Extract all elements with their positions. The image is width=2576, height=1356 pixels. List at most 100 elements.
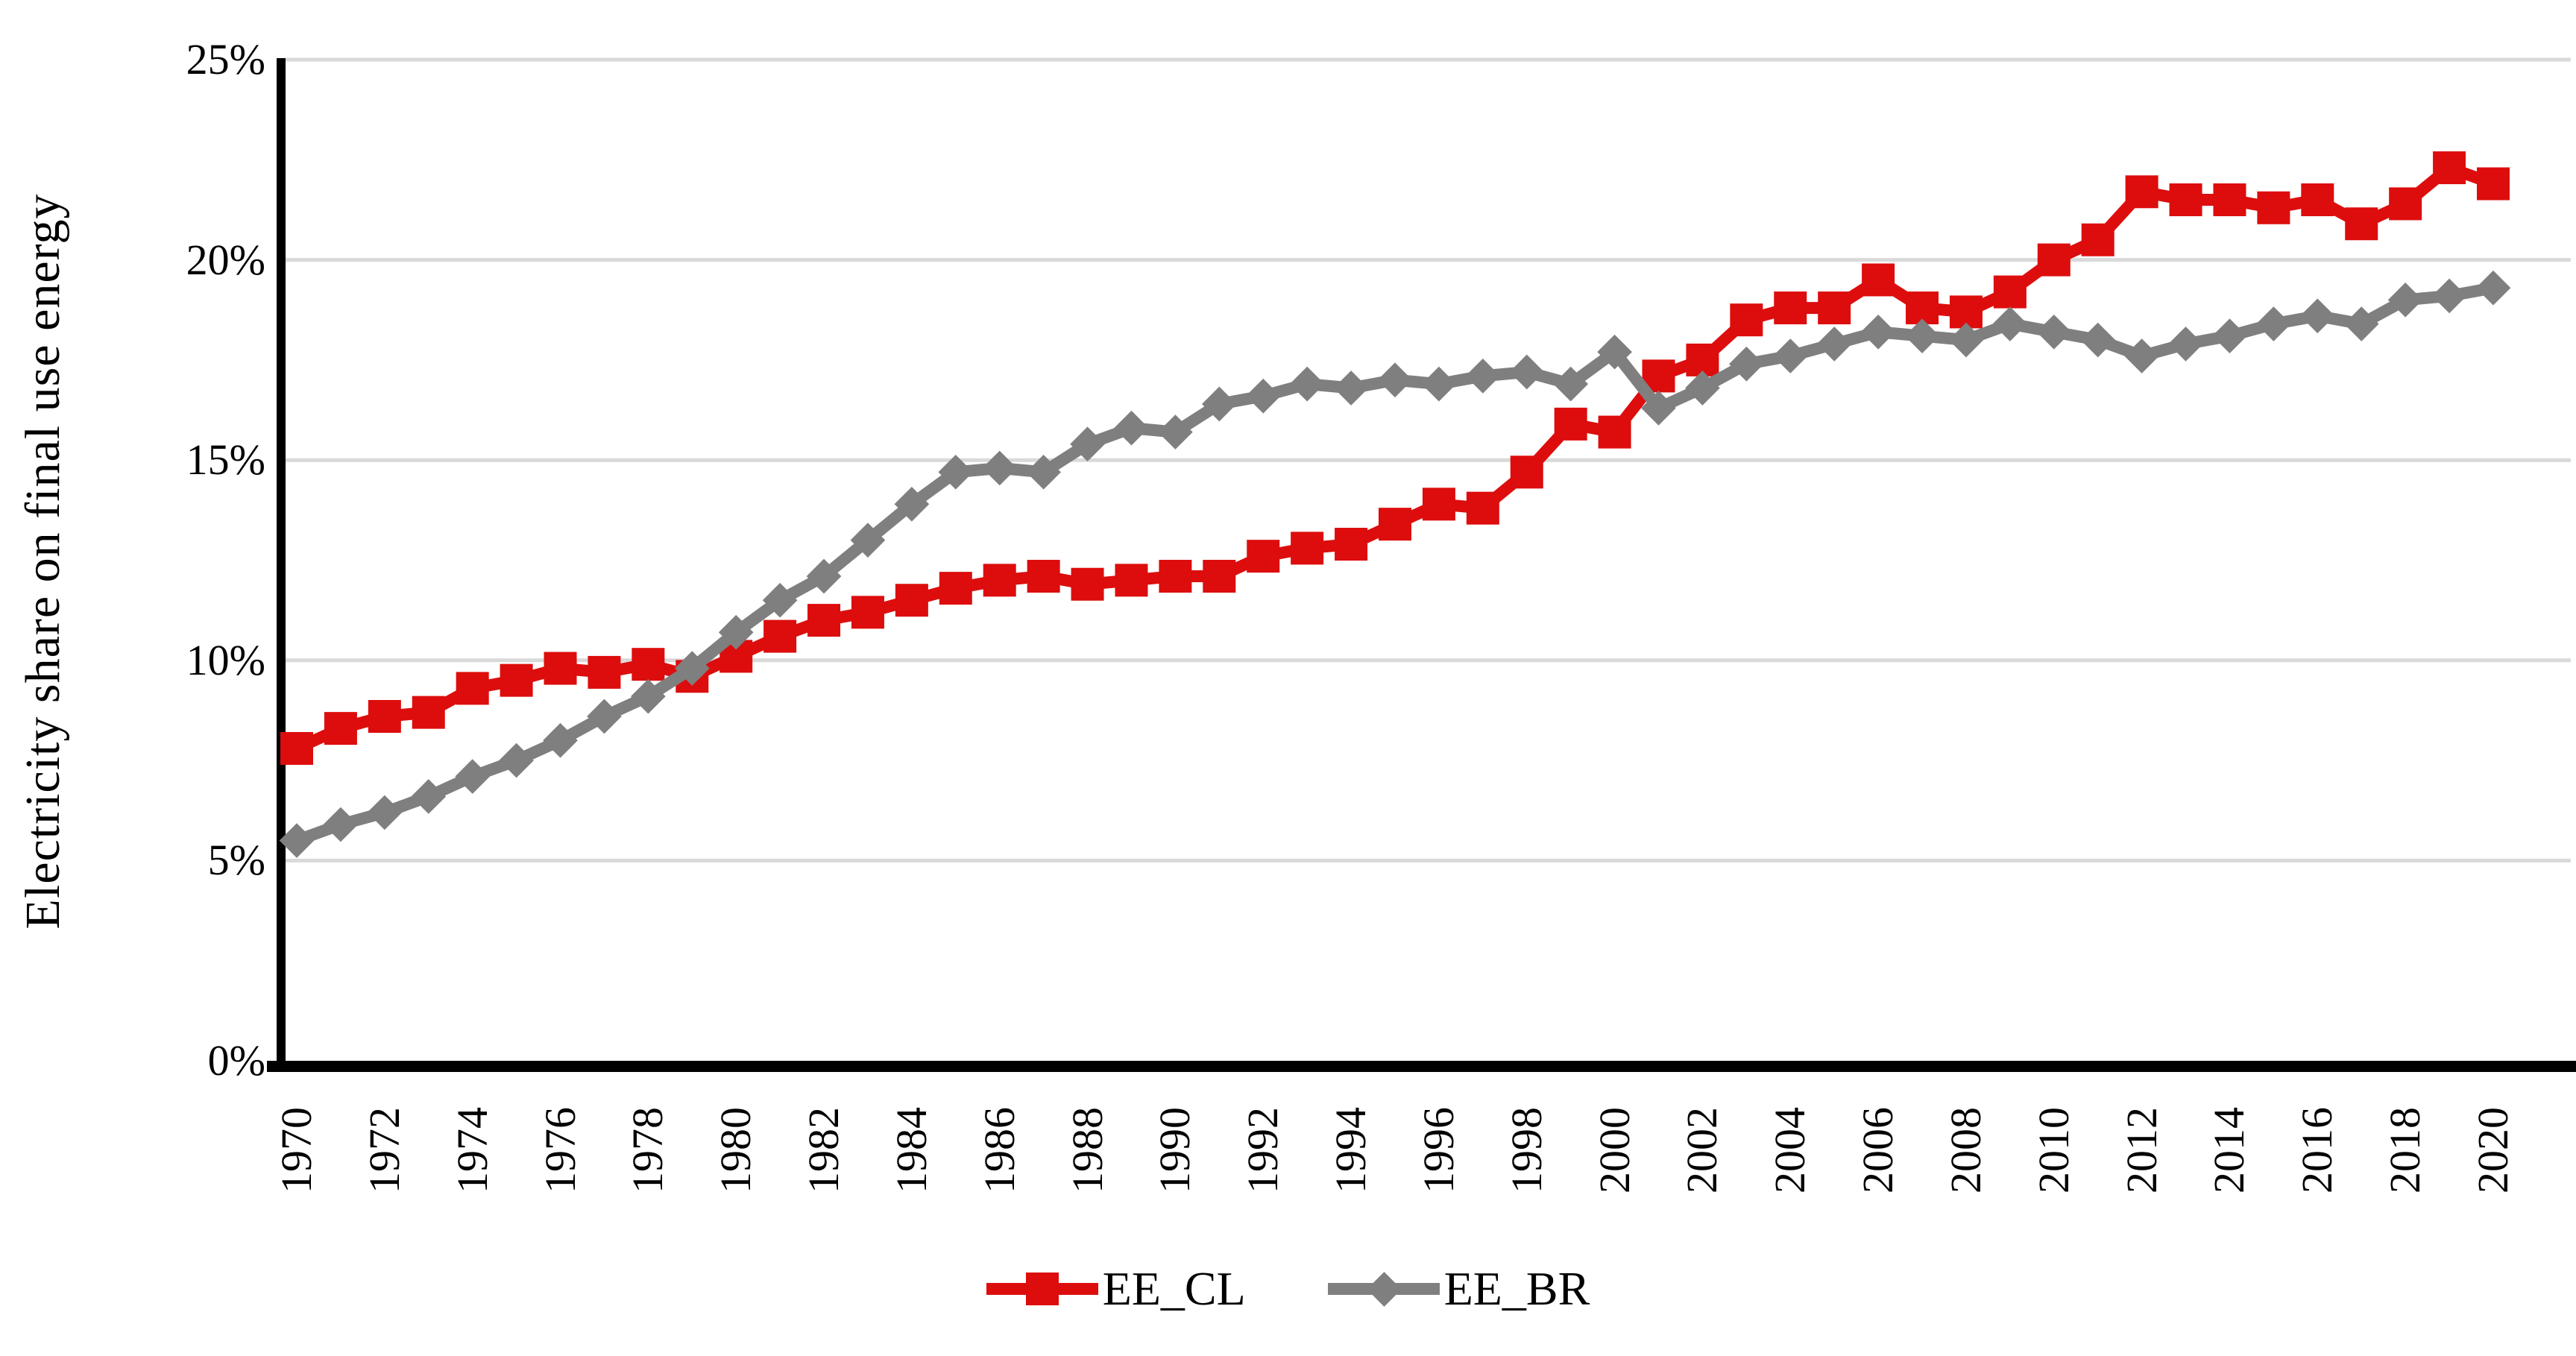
- x-tick-label: 2002: [1678, 1107, 1727, 1193]
- diamond-marker: [1509, 354, 1545, 390]
- diamond-marker: [2212, 318, 2247, 354]
- square-marker: [895, 584, 928, 617]
- diamond-marker: [850, 523, 886, 558]
- diamond-marker: [2124, 338, 2159, 373]
- square-marker: [632, 648, 665, 681]
- diamond-marker: [587, 699, 622, 734]
- y-tick-label: 20%: [186, 235, 265, 284]
- y-tick-label: 25%: [186, 35, 265, 83]
- square-marker: [1598, 415, 1631, 449]
- square-marker: [1291, 532, 1324, 565]
- diamond-marker: [806, 558, 842, 594]
- square-marker: [2125, 175, 2158, 209]
- x-tick-label: 1996: [1414, 1107, 1463, 1193]
- square-marker: [456, 672, 489, 705]
- diamond-marker: [1860, 314, 1896, 350]
- x-tick-label: 1984: [887, 1107, 936, 1193]
- diamond-marker: [1070, 426, 1105, 462]
- diamond-marker: [2343, 306, 2379, 341]
- diamond-marker: [2080, 322, 2116, 358]
- x-tick-label: 1972: [359, 1107, 409, 1193]
- x-tick-label: 2018: [2381, 1107, 2430, 1193]
- x-tick-label: 1990: [1150, 1107, 1200, 1193]
- x-tick-label: 1986: [974, 1107, 1024, 1193]
- x-tick-label: 2000: [1590, 1107, 1639, 1193]
- diamond-marker: [631, 678, 666, 714]
- square-marker: [1510, 455, 1543, 489]
- x-tick-label: 1978: [623, 1107, 673, 1193]
- diamond-marker: [1333, 370, 1369, 406]
- x-tick-label: 1970: [272, 1107, 321, 1193]
- y-tick-label: 5%: [207, 836, 265, 885]
- square-marker: [1027, 559, 1060, 593]
- diamond-marker: [2475, 270, 2511, 306]
- square-marker: [1774, 291, 1807, 325]
- x-tick-label: 2012: [2117, 1107, 2166, 1193]
- diamond-marker: [1289, 366, 1325, 402]
- diamond-marker: [1948, 322, 1984, 358]
- square-marker: [1115, 564, 1148, 597]
- diamond-marker: [1816, 327, 1852, 362]
- series-markers-ee_cl: [280, 151, 2510, 765]
- diamond-marker: [2256, 306, 2291, 341]
- square-marker: [1730, 303, 1763, 337]
- square-marker: [851, 596, 884, 629]
- diamond-marker: [674, 651, 710, 686]
- diamond-marker: [1377, 362, 1413, 398]
- diamond-marker: [1026, 454, 1061, 490]
- square-marker: [1203, 559, 1236, 593]
- diamond-marker: [718, 614, 754, 650]
- x-tick-label: 2008: [1941, 1107, 1990, 1193]
- x-tick-label: 1998: [1502, 1107, 1551, 1193]
- diamond-marker: [2431, 278, 2467, 314]
- diamond-marker: [323, 807, 359, 842]
- diamond-marker: [894, 486, 930, 522]
- legend: EE_CL EE_BR: [0, 1261, 2576, 1316]
- legend-label-ee-cl: EE_CL: [1102, 1262, 1246, 1315]
- square-marker: [1993, 275, 2027, 309]
- square-marker: [412, 696, 445, 729]
- square-marker: [2037, 243, 2070, 277]
- square-marker: [500, 663, 533, 697]
- diamond-marker: [2299, 298, 2335, 334]
- square-marker: [2345, 207, 2378, 241]
- diamond-marker: [367, 795, 403, 830]
- y-tick-label: 10%: [186, 635, 265, 684]
- square-marker: [2213, 183, 2246, 217]
- diamond-marker: [762, 582, 798, 618]
- x-tick-label: 2004: [1766, 1107, 1815, 1193]
- x-tick-label: 1980: [711, 1107, 760, 1193]
- square-marker: [1159, 559, 1192, 593]
- square-marker: [368, 700, 401, 734]
- square-marker: [544, 652, 577, 685]
- series-markers-ee_br: [279, 270, 2511, 858]
- diamond-marker: [1904, 318, 1940, 354]
- square-marker: [807, 604, 841, 637]
- square-marker: [1466, 491, 1499, 525]
- diamond-marker: [1729, 346, 1764, 382]
- square-marker: [1862, 263, 1895, 297]
- x-axis-spine: [267, 1061, 2576, 1072]
- square-marker: [1818, 291, 1851, 325]
- x-tick-label: 2020: [2469, 1107, 2517, 1193]
- diamond-marker: [1772, 338, 1808, 373]
- square-marker: [939, 572, 972, 605]
- diamond-marker: [1641, 391, 1676, 426]
- square-marker: [2257, 191, 2290, 224]
- legend-square-marker-icon: [986, 1271, 1098, 1307]
- x-tick-label: 1974: [447, 1107, 497, 1193]
- legend-item-ee-cl: EE_CL: [986, 1261, 1246, 1316]
- diamond-marker: [1158, 414, 1193, 450]
- diamond-marker: [1553, 366, 1589, 402]
- diamond-marker: [1992, 306, 2028, 341]
- square-marker: [2477, 167, 2510, 201]
- diamond-marker: [543, 722, 578, 758]
- diamond-marker: [2387, 282, 2423, 318]
- square-marker: [1379, 508, 1411, 541]
- diamond-marker: [279, 823, 315, 858]
- square-marker: [2389, 187, 2422, 221]
- x-tick-label: 1994: [1326, 1107, 1376, 1193]
- square-marker: [1554, 407, 1587, 441]
- square-marker: [2081, 223, 2114, 256]
